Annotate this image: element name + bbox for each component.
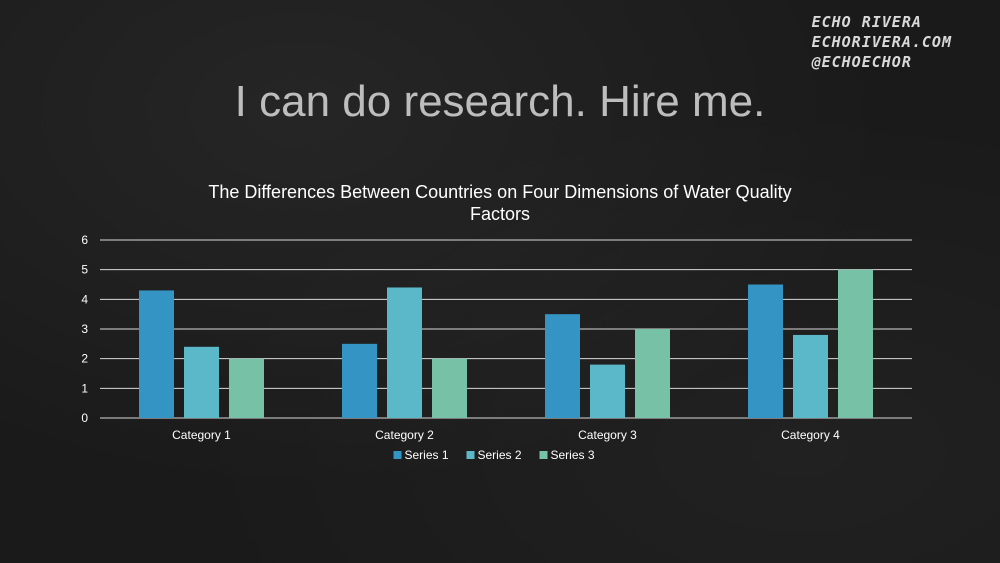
gridlines bbox=[100, 239, 912, 419]
chart-title-line-1: The Differences Between Countries on Fou… bbox=[208, 182, 791, 202]
y-axis: 0 1 2 3 4 5 6 bbox=[81, 233, 88, 425]
y-tick-label: 1 bbox=[81, 381, 88, 395]
chart-title: The Differences Between Countries on Fou… bbox=[208, 182, 791, 224]
slide-title: I can do research. Hire me. bbox=[234, 77, 766, 126]
y-tick-label: 5 bbox=[81, 263, 88, 277]
bar-series-3-category-2 bbox=[432, 358, 467, 418]
bar-series-1-category-1 bbox=[139, 290, 174, 418]
y-tick-label: 2 bbox=[81, 352, 88, 366]
legend-swatch bbox=[466, 451, 475, 459]
chart-title-line-2: Factors bbox=[470, 204, 530, 224]
legend-label: Series 2 bbox=[478, 448, 522, 462]
watermark: Echo Rivera echorivera.com @echoechor bbox=[812, 12, 952, 72]
watermark-name: Echo Rivera bbox=[811, 13, 922, 31]
x-tick-label: Category 2 bbox=[375, 428, 434, 442]
y-tick-label: 0 bbox=[81, 411, 88, 425]
y-tick-label: 6 bbox=[81, 233, 88, 247]
x-tick-label: Category 1 bbox=[172, 428, 231, 442]
x-tick-label: Category 4 bbox=[781, 428, 840, 442]
legend-swatch bbox=[393, 451, 402, 459]
bar-series-2-category-4 bbox=[793, 334, 828, 418]
legend-label: Series 3 bbox=[551, 448, 595, 462]
x-axis: Category 1 Category 2 Category 3 Category 4 bbox=[172, 428, 840, 442]
bar-series-3-category-1 bbox=[229, 358, 264, 418]
x-tick-label: Category 3 bbox=[578, 428, 637, 442]
legend-swatch bbox=[539, 451, 548, 459]
y-tick-label: 3 bbox=[81, 322, 88, 336]
bar-series-3-category-3 bbox=[635, 329, 670, 418]
bar-series-3-category-4 bbox=[838, 269, 873, 418]
bar-series-2-category-2 bbox=[387, 287, 422, 418]
y-tick-label: 4 bbox=[81, 292, 88, 306]
bar-series-1-category-4 bbox=[748, 284, 783, 418]
watermark-website: echorivera.com bbox=[811, 33, 952, 51]
bar-series-1-category-3 bbox=[545, 314, 580, 418]
legend: Series 1 Series 2 Series 3 bbox=[393, 448, 595, 462]
legend-label: Series 1 bbox=[405, 448, 449, 462]
watermark-handle: @echoechor bbox=[811, 53, 912, 71]
bar-series-2-category-3 bbox=[590, 364, 625, 418]
bar-series-1-category-2 bbox=[342, 343, 377, 418]
bar-series-2-category-1 bbox=[184, 346, 219, 418]
bars bbox=[139, 269, 873, 418]
